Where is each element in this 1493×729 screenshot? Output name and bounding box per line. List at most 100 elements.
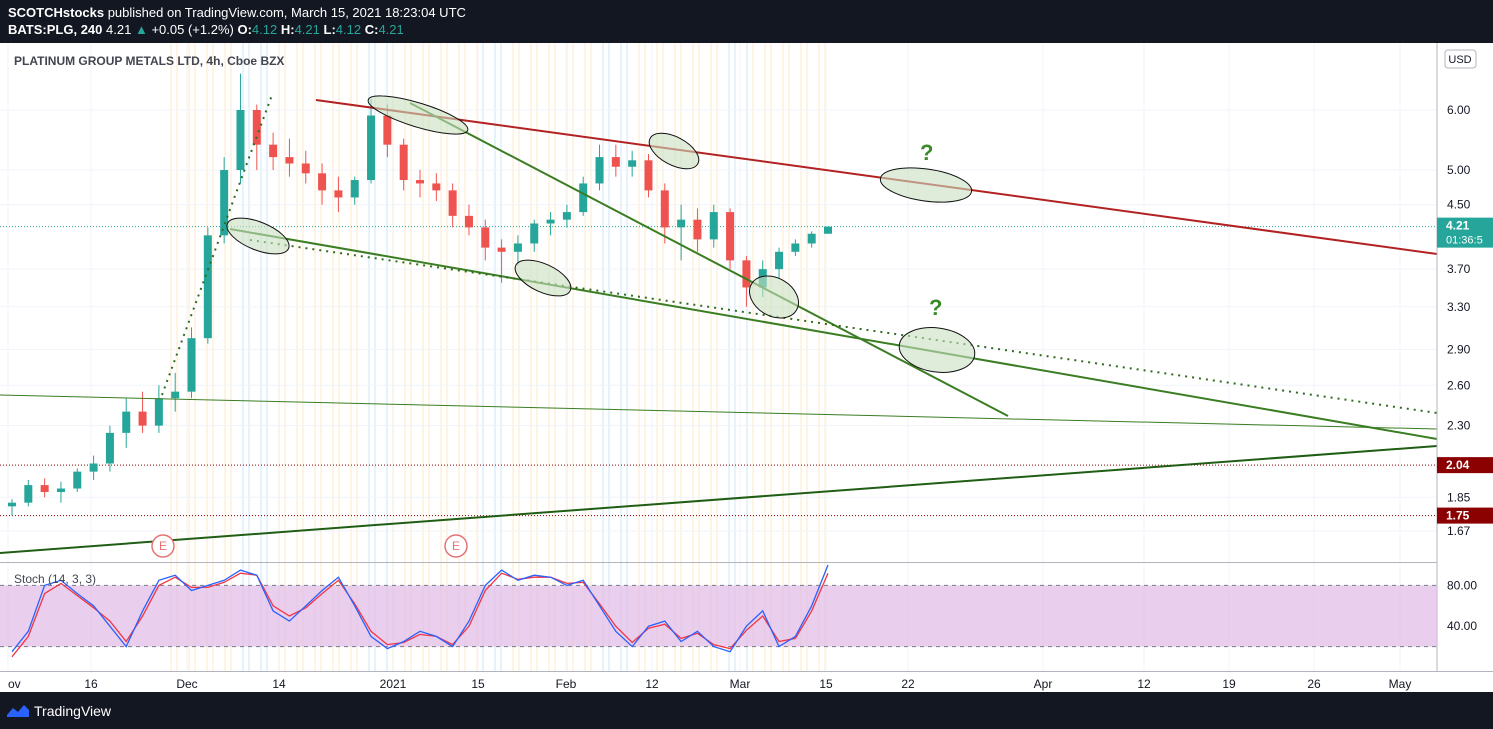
price-tick-label: 5.00: [1447, 163, 1471, 177]
time-axis[interactable]: ov 16 Dec 14 2021 15 Feb 12 Mar 15 22 Apr 12 19 26 May: [8, 677, 1411, 691]
session-band: [404, 43, 406, 671]
stoch-tick: 80.00: [1447, 578, 1477, 592]
drawing-tools[interactable]: ? ?: [0, 88, 1437, 554]
price-tick-label: 1.85: [1447, 490, 1471, 504]
candle-body: [154, 398, 163, 426]
session-band: [350, 43, 352, 671]
earnings-marker-label: E: [452, 539, 460, 553]
session-band: [584, 43, 586, 671]
price-tick-label: 2.30: [1447, 419, 1471, 433]
last-price: 4.21: [106, 22, 132, 37]
change-up-icon: ▲: [134, 22, 148, 37]
candle-body: [73, 471, 82, 489]
candle-body: [824, 226, 832, 234]
candle-body: [285, 157, 294, 164]
session-band: [500, 43, 502, 671]
highlight-ellipse[interactable]: [644, 126, 705, 176]
chart-svg[interactable]: ? ? E E PLATINUM GROUP METALS LTD, 4h, C…: [0, 43, 1493, 692]
candle-body: [611, 157, 620, 167]
earnings-marker[interactable]: E: [444, 534, 468, 558]
candle-body: [416, 180, 424, 184]
long-horizontal-trendline[interactable]: [0, 394, 1437, 430]
price-axis[interactable]: [1437, 43, 1493, 671]
highlight-ellipse[interactable]: [510, 253, 576, 304]
target-ellipse[interactable]: [896, 323, 977, 377]
session-band: [572, 43, 574, 671]
candle-body: [122, 411, 131, 433]
session-band: [728, 43, 730, 671]
footer-bar: TradingView: [0, 692, 1493, 729]
candle-body: [383, 115, 392, 145]
open-label: O:: [237, 22, 252, 37]
session-band: [206, 43, 208, 671]
level-tag-value: 1.75: [1446, 509, 1470, 523]
price-tick-label: 1.67: [1447, 524, 1471, 538]
dotted-rally-line[interactable]: [161, 94, 273, 396]
time-tick-label: 19: [1222, 677, 1236, 691]
target-ellipse[interactable]: [878, 163, 974, 207]
bar-countdown: 01:36:5: [1446, 235, 1483, 247]
session-band: [764, 43, 766, 671]
candle-body: [677, 219, 686, 228]
currency-button[interactable]: USD: [1444, 49, 1477, 69]
candle-body: [318, 173, 327, 191]
session-band: [482, 43, 484, 671]
session-band: [374, 43, 376, 671]
level-tag: 1.75: [1437, 507, 1493, 524]
tradingview-logo-icon: [7, 705, 29, 717]
session-band: [314, 43, 316, 671]
price-tick-label: 4.50: [1447, 198, 1471, 212]
highlight-ellipse[interactable]: [365, 88, 471, 141]
price-tick-label: 6.00: [1447, 103, 1471, 117]
candle-body: [513, 243, 522, 252]
highlight-ellipse[interactable]: [742, 268, 806, 327]
stochastic-pane[interactable]: Stoch (14, 3, 3) 80.00 40.00: [0, 564, 1477, 658]
session-band: [428, 43, 430, 671]
long-rising-trendline[interactable]: [0, 445, 1437, 554]
price-tick-label: 3.70: [1447, 262, 1471, 276]
symbol-label: BATS:PLG, 240: [8, 22, 103, 37]
session-band: [320, 43, 322, 671]
session-band: [716, 43, 718, 671]
session-band: [770, 43, 772, 671]
close-label: C:: [364, 22, 379, 37]
wedge-lower-trendline[interactable]: [229, 228, 1437, 440]
session-band: [800, 43, 802, 671]
question-mark: ?: [920, 140, 933, 165]
currency-label: USD: [1448, 54, 1471, 66]
session-band: [422, 43, 424, 671]
time-tick-label: Apr: [1034, 677, 1053, 691]
session-band: [446, 43, 448, 671]
time-tick-label: ov: [8, 677, 21, 691]
level-tag-value: 2.04: [1446, 458, 1470, 472]
session-band: [242, 43, 244, 671]
candle-body: [497, 247, 506, 252]
candle-body: [56, 488, 65, 493]
chart-area[interactable]: ? ? E E PLATINUM GROUP METALS LTD, 4h, C…: [0, 43, 1493, 692]
session-band: [656, 43, 658, 671]
time-tick-label: 22: [901, 677, 915, 691]
candle-body: [709, 212, 718, 240]
session-band: [746, 43, 748, 671]
session-band: [284, 43, 286, 671]
candle-body: [89, 463, 98, 472]
footer-brand[interactable]: TradingView: [34, 703, 112, 719]
wedge-upper-trendline[interactable]: [409, 102, 1009, 417]
session-band: [806, 43, 808, 671]
session-band: [338, 43, 340, 671]
candle-body: [693, 219, 702, 240]
time-tick-label: Dec: [176, 677, 197, 691]
highlight-ellipse[interactable]: [222, 211, 294, 262]
ohlc-line: BATS:PLG, 240 4.21 ▲ +0.05 (+1.2%) O:4.1…: [8, 22, 404, 37]
session-band: [512, 43, 514, 671]
session-band: [710, 43, 712, 671]
low-value: 4.12: [335, 22, 362, 37]
time-tick-label: 14: [272, 677, 286, 691]
close-value: 4.21: [378, 22, 404, 37]
resistance-trendline[interactable]: [315, 99, 1437, 255]
session-band: [788, 43, 790, 671]
candle-body: [791, 243, 800, 252]
candlestick-series: [8, 73, 832, 516]
earnings-marker[interactable]: E: [151, 534, 175, 558]
publisher-name[interactable]: SCOTCHstocks: [8, 5, 105, 20]
